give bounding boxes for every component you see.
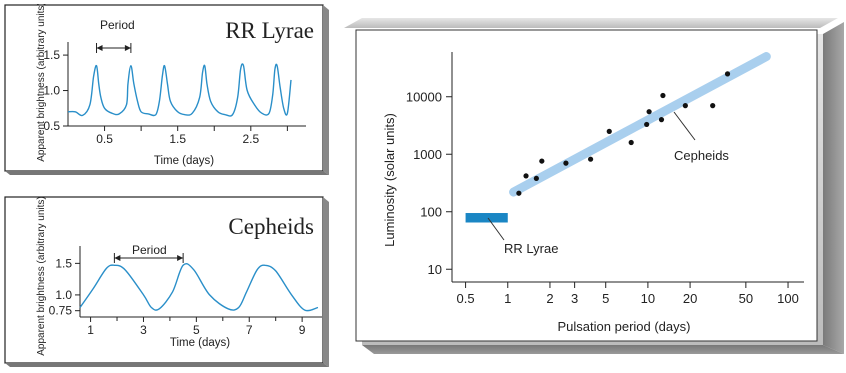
rr-period-label: Period [100, 18, 135, 32]
cepheid-point [587, 156, 594, 162]
cepheid-point [710, 103, 716, 109]
pl-xlabel: Pulsation period (days) [558, 319, 691, 334]
cepheids-annotation: Cepheids [674, 148, 729, 163]
y-tick-label: 0.75 [49, 304, 73, 318]
rr-lyrae-light-curve-panel: RR Lyrae Apparent brightness (arbitrary … [4, 2, 330, 176]
x-tick-label: 50 [739, 291, 753, 306]
cepheid-point [533, 175, 539, 182]
cepheid-points [516, 71, 731, 196]
rr-lyrae-region [465, 213, 508, 223]
x-tick-label: 2.5 [242, 132, 259, 146]
x-tick-label: 7 [246, 323, 253, 337]
rr-ylabel: Apparent brightness (arbitrary units) [36, 4, 47, 162]
rr-axes: 0.5 1.5 2.5 0.5 1.0 1.5 [43, 42, 306, 146]
x-tick-label: 100 [777, 291, 799, 306]
pl-ylabel: Luminosity (solar units) [382, 113, 397, 247]
cepheid-point [682, 103, 688, 109]
period-arrowhead [177, 255, 184, 261]
cepheid-point [724, 71, 731, 77]
rr-xlabel: Time (days) [154, 155, 214, 167]
ceph-period-marker: Period [113, 243, 184, 263]
cepheids-leader [673, 111, 696, 141]
cepheid-point [563, 160, 569, 166]
rr-lyrae-leader [487, 217, 505, 241]
ceph-axes: 1 3 5 7 9 0.75 1.0 1.5 [49, 246, 322, 337]
x-tick-label: 0.5 [96, 132, 113, 146]
x-tick-label: 3 [140, 323, 147, 337]
y-tick-label: 1.0 [43, 84, 60, 98]
rr-lyrae-light-curve-chart: RR Lyrae Apparent brightness (arbitrary … [4, 2, 329, 175]
cepheid-point [516, 190, 522, 196]
cepheid-point [646, 109, 652, 115]
pl-axes: 0.5 1 2 3 5 10 20 50 100 10 100 1000 10000 [406, 52, 804, 306]
x-tick-label: 5 [602, 291, 609, 306]
rr-lyrae-curve [67, 63, 292, 117]
period-arrowhead [124, 45, 131, 51]
x-tick-label: 10 [641, 291, 655, 306]
cepheid-point [660, 92, 666, 99]
cepheid-light-curve-panel: Cepheids Apparent brightness (arbitrary … [4, 196, 330, 368]
x-tick-label: 2 [546, 291, 553, 306]
cepheid-trend-band [509, 52, 771, 197]
cepheids-title: Cepheids [228, 214, 314, 239]
x-tick-label: 3 [571, 291, 578, 306]
y-tick-label: 10 [428, 262, 442, 277]
x-tick-label: 5 [193, 323, 200, 337]
y-tick-label: 0.5 [43, 119, 60, 133]
cepheid-point [644, 121, 650, 128]
cepheid-point [539, 158, 545, 164]
y-tick-label: 1000 [413, 147, 442, 162]
y-tick-label: 1.5 [55, 256, 72, 270]
period-luminosity-panel: Luminosity (solar units) Pulsation perio… [344, 18, 846, 368]
cepheid-point [523, 173, 529, 179]
ceph-xlabel: Time (days) [170, 337, 230, 349]
x-tick-label: 1.5 [169, 132, 186, 146]
cepheid-point [628, 139, 634, 146]
period-arrowhead [114, 255, 121, 261]
ceph-ylabel: Apparent brightness (arbitrary units) [36, 196, 47, 356]
cepheid-curve [79, 263, 319, 312]
rr-period-marker: Period [96, 18, 135, 53]
ceph-period-label: Period [132, 243, 167, 257]
y-tick-label: 100 [420, 205, 442, 220]
x-tick-label: 1 [504, 291, 511, 306]
period-luminosity-chart: Luminosity (solar units) Pulsation perio… [344, 18, 844, 354]
y-tick-label: 1.5 [43, 48, 60, 62]
rr-lyrae-annotation: RR Lyrae [504, 241, 558, 256]
cepheid-light-curve-chart: Cepheids Apparent brightness (arbitrary … [4, 196, 329, 367]
y-tick-label: 10000 [406, 90, 442, 105]
x-tick-label: 20 [683, 291, 697, 306]
period-arrowhead [96, 45, 103, 51]
y-tick-label: 1.0 [55, 288, 72, 302]
cepheid-point [606, 128, 612, 134]
x-tick-label: 9 [299, 323, 306, 337]
x-tick-label: 0.5 [457, 291, 475, 306]
rr-lyrae-title: RR Lyrae [225, 18, 314, 43]
cepheid-point [658, 117, 665, 123]
x-tick-label: 1 [87, 323, 94, 337]
